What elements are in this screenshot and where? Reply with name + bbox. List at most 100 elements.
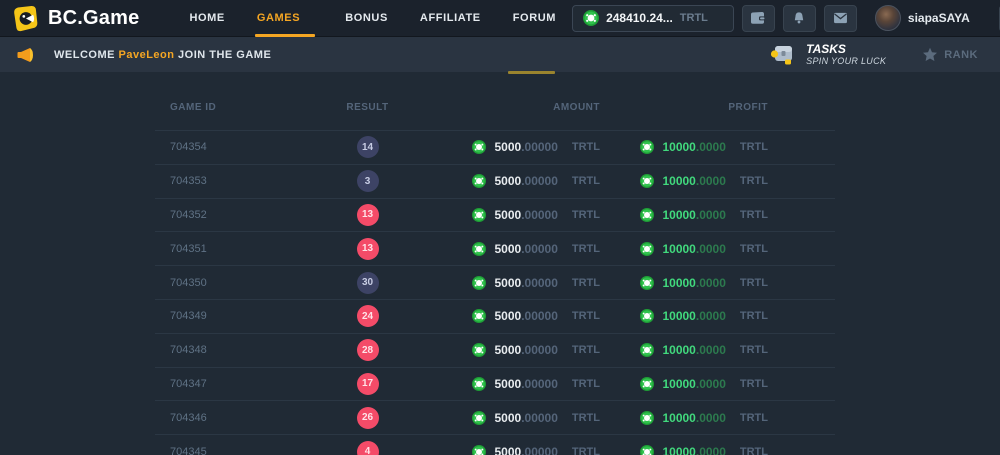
tasks-link[interactable]: TASKS SPIN YOUR LUCK [769,41,887,67]
trtl-coin-icon [472,343,487,358]
messages-button[interactable] [823,4,857,32]
tasks-title: TASKS [806,41,846,56]
result-badge: 24 [356,305,379,328]
notifications-button[interactable] [782,4,816,32]
tasks-chest-icon [769,43,797,67]
profit-cell: 10000.0000 TRTL [600,309,768,324]
trtl-coin-icon [472,174,487,189]
bets-table-header: GAME ID RESULT AMOUNT PROFIT [155,85,835,130]
table-row[interactable]: 704345 4 5000.00000 TRTL [155,434,835,455]
trtl-coin-icon [472,444,487,455]
wallet-icon [750,11,766,25]
brand-name: BC.Game [48,6,140,29]
navbar-right: 248410.24... TRTL [572,4,1000,32]
trtl-coin-icon [472,410,487,425]
username: siapaSAYA [907,11,970,25]
game-id-cell: 704347 [170,377,207,390]
rank-label: RANK [944,48,978,61]
trtl-coin-icon [640,140,655,155]
bets-table: GAME ID RESULT AMOUNT PROFIT 704354 14 5… [155,85,835,455]
amount-cell: 5000.00000 TRTL [430,445,600,455]
main-content: GAME ID RESULT AMOUNT PROFIT 704354 14 5… [0,72,1000,455]
amount-cell: 5000.00000 TRTL [430,140,600,155]
rank-link[interactable]: RANK [922,47,978,62]
active-tab-indicator [508,71,555,74]
trtl-coin-icon [640,343,655,358]
table-row[interactable]: 704353 3 5000.00000 TRTL [155,163,835,198]
star-icon [922,47,938,62]
header-result: RESULT [346,102,389,113]
trtl-coin-icon [640,174,655,189]
nav-item-games[interactable]: GAMES [241,0,329,37]
game-id-cell: 704350 [170,276,207,289]
result-badge: 14 [356,136,379,159]
welcome-message: WELCOME PaveLeon JOIN THE GAME [54,48,272,61]
result-badge: 17 [356,372,379,395]
table-row[interactable]: 704351 13 5000.00000 TRTL [155,231,835,265]
game-id-cell: 704353 [170,175,207,188]
table-row[interactable]: 704354 14 5000.00000 TRTL [155,130,835,164]
nav-item-home[interactable]: HOME [189,12,225,24]
header-game-id: GAME ID [170,102,217,113]
trtl-coin-icon [640,241,655,256]
amount-cell: 5000.00000 TRTL [430,241,600,256]
trtl-coin-icon [583,10,600,26]
table-row[interactable]: 704349 24 5000.00000 TRTL [155,298,835,333]
profit-cell: 10000.0000 TRTL [600,207,768,222]
trtl-coin-icon [640,444,655,455]
result-badge: 26 [356,406,379,429]
game-id-cell: 704354 [170,141,207,154]
result-badge: 13 [356,237,379,260]
top-navbar: BC.Game HOME GAMES BONUS AFFILIATE FORUM [0,0,1000,37]
trtl-coin-icon [640,376,655,391]
profit-cell: 10000.0000 TRTL [600,275,768,290]
trtl-coin-icon [472,207,487,222]
welcome-username: PaveLeon [118,48,175,61]
user-menu[interactable]: siapaSAYA [874,5,985,31]
nav-item-bonus[interactable]: BONUS [345,12,388,24]
game-id-cell: 704349 [170,310,207,323]
chat-button[interactable]: 23 [998,4,1000,32]
table-row[interactable]: 704348 28 5000.00000 TRTL [155,332,835,367]
game-id-cell: 704348 [170,344,207,357]
nav-item-affiliate[interactable]: AFFILIATE [419,12,481,24]
result-badge: 28 [356,339,379,362]
profit-cell: 10000.0000 TRTL [600,343,768,358]
tasks-subtitle: SPIN YOUR LUCK [806,55,887,66]
table-row[interactable]: 704350 30 5000.00000 TRTL [155,265,835,299]
table-row[interactable]: 704347 17 5000.00000 TRTL [155,366,835,401]
amount-cell: 5000.00000 TRTL [430,410,600,425]
nav-item-forum[interactable]: FORUM [512,12,557,24]
brand-logo[interactable]: BC.Game [12,5,139,32]
bell-icon [792,11,806,25]
profit-cell: 10000.0000 TRTL [600,140,768,155]
wallet-button[interactable] [741,4,775,32]
result-badge: 30 [356,271,379,294]
game-id-cell: 704346 [170,411,207,424]
mail-icon [833,12,848,24]
trtl-coin-icon [640,207,655,222]
bets-table-body: 704354 14 5000.00000 TRTL [155,130,835,455]
result-badge: 3 [356,170,379,193]
game-id-cell: 704345 [170,445,207,455]
balance-currency: TRTL [679,12,708,24]
table-row[interactable]: 704346 26 5000.00000 TRTL [155,400,835,434]
trtl-coin-icon [640,309,655,324]
megaphone-icon [16,47,36,63]
amount-cell: 5000.00000 TRTL [430,343,600,358]
result-badge: 4 [356,440,379,455]
amount-cell: 5000.00000 TRTL [430,376,600,391]
amount-cell: 5000.00000 TRTL [430,275,600,290]
profit-cell: 10000.0000 TRTL [600,241,768,256]
trtl-coin-icon [640,410,655,425]
amount-cell: 5000.00000 TRTL [430,207,600,222]
balance-selector[interactable]: 248410.24... TRTL [572,4,734,32]
profit-cell: 10000.0000 TRTL [600,174,768,189]
balance-amount: 248410.24... [606,11,673,25]
profit-cell: 10000.0000 TRTL [600,445,768,455]
game-id-cell: 704351 [170,242,207,255]
trtl-coin-icon [472,140,487,155]
header-profit: PROFIT [728,102,768,113]
table-row[interactable]: 704352 13 5000.00000 TRTL [155,197,835,232]
main-nav: HOME GAMES BONUS AFFILIATE FORUM [173,0,572,37]
